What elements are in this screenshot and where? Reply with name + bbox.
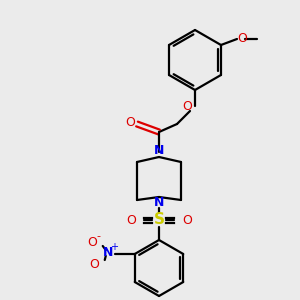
Text: O: O [89, 257, 99, 271]
FancyBboxPatch shape [152, 213, 166, 227]
Text: O: O [87, 236, 97, 248]
Text: O: O [182, 214, 192, 226]
Text: O: O [182, 100, 192, 112]
Text: S: S [154, 212, 164, 227]
Text: N: N [154, 145, 164, 158]
Text: -: - [97, 231, 101, 241]
Text: O: O [126, 214, 136, 226]
Text: O: O [237, 32, 247, 44]
Text: N: N [154, 196, 164, 208]
Text: O: O [125, 116, 135, 128]
Text: +: + [110, 242, 118, 252]
Text: N: N [103, 245, 113, 259]
